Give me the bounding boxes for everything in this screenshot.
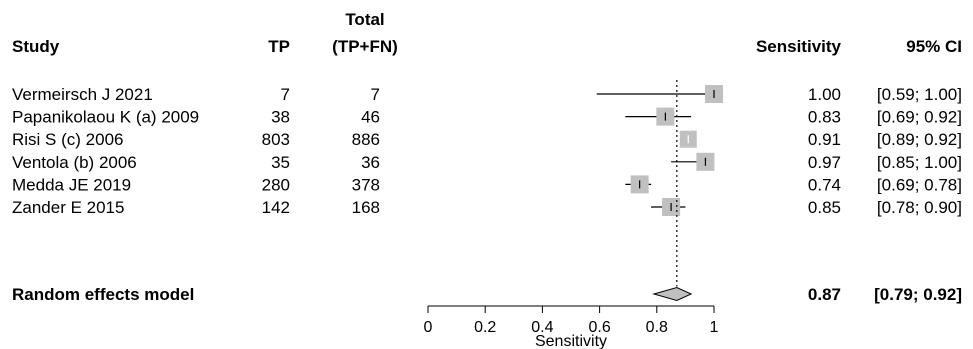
study-sensitivity: 1.00 bbox=[808, 85, 841, 104]
study-ci: [0.89; 0.92] bbox=[877, 130, 962, 149]
header-study: Study bbox=[12, 37, 60, 56]
header-tp: TP bbox=[268, 37, 290, 56]
study-name: Ventola (b) 2006 bbox=[12, 153, 137, 172]
header-total-line2: (TP+FN) bbox=[332, 37, 398, 56]
study-ci: [0.85; 1.00] bbox=[877, 153, 962, 172]
study-total: 36 bbox=[361, 153, 380, 172]
study-total: 7 bbox=[371, 85, 380, 104]
study-name: Papanikolaou K (a) 2009 bbox=[12, 108, 199, 127]
x-axis-label: Sensitivity bbox=[535, 333, 607, 349]
study-sensitivity: 0.91 bbox=[808, 130, 841, 149]
x-tick-label: 1 bbox=[710, 319, 719, 336]
study-ci: [0.78; 0.90] bbox=[877, 198, 962, 217]
study-total: 378 bbox=[352, 175, 380, 194]
study-tp: 38 bbox=[271, 108, 290, 127]
x-tick-label: 0.8 bbox=[646, 319, 668, 336]
pooled-name: Random effects model bbox=[12, 285, 194, 304]
study-name: Zander E 2015 bbox=[12, 198, 124, 217]
study-ci: [0.59; 1.00] bbox=[877, 85, 962, 104]
x-axis: 0 0.2 0.4 0.6 0.8 1 Sensitivity bbox=[424, 305, 719, 349]
header-95ci: 95% CI bbox=[906, 37, 962, 56]
study-ci: [0.69; 0.78] bbox=[877, 175, 962, 194]
study-tp: 280 bbox=[262, 175, 290, 194]
study-rows: Vermeirsch J 2021 7 7 1.00 [0.59; 1.00] Papan… bbox=[12, 85, 962, 304]
header-sensitivity: Sensitivity bbox=[756, 37, 842, 56]
study-sensitivity: 0.85 bbox=[808, 198, 841, 217]
pooled-diamond bbox=[652, 286, 693, 302]
x-tick-label: 0.2 bbox=[474, 319, 496, 336]
x-tick-label: 0.4 bbox=[531, 319, 553, 336]
study-name: Medda JE 2019 bbox=[12, 175, 131, 194]
header-total-line1: Total bbox=[345, 10, 384, 29]
study-sensitivity: 0.97 bbox=[808, 153, 841, 172]
pooled-ci: [0.79; 0.92] bbox=[874, 285, 962, 304]
x-tick-label: 0 bbox=[424, 319, 433, 336]
pooled-sensitivity: 0.87 bbox=[808, 285, 841, 304]
study-name: Risi S (c) 2006 bbox=[12, 130, 123, 149]
study-total: 886 bbox=[352, 130, 380, 149]
study-total: 168 bbox=[352, 198, 380, 217]
study-tp: 803 bbox=[262, 130, 290, 149]
study-name: Vermeirsch J 2021 bbox=[12, 85, 153, 104]
study-tp: 142 bbox=[262, 198, 290, 217]
plot-marks bbox=[596, 80, 723, 302]
study-sensitivity: 0.74 bbox=[808, 175, 841, 194]
study-sensitivity: 0.83 bbox=[808, 108, 841, 127]
study-tp: 7 bbox=[281, 85, 290, 104]
x-tick-label: 0.6 bbox=[588, 319, 610, 336]
study-tp: 35 bbox=[271, 153, 290, 172]
study-total: 46 bbox=[361, 108, 380, 127]
study-ci: [0.69; 0.92] bbox=[877, 108, 962, 127]
